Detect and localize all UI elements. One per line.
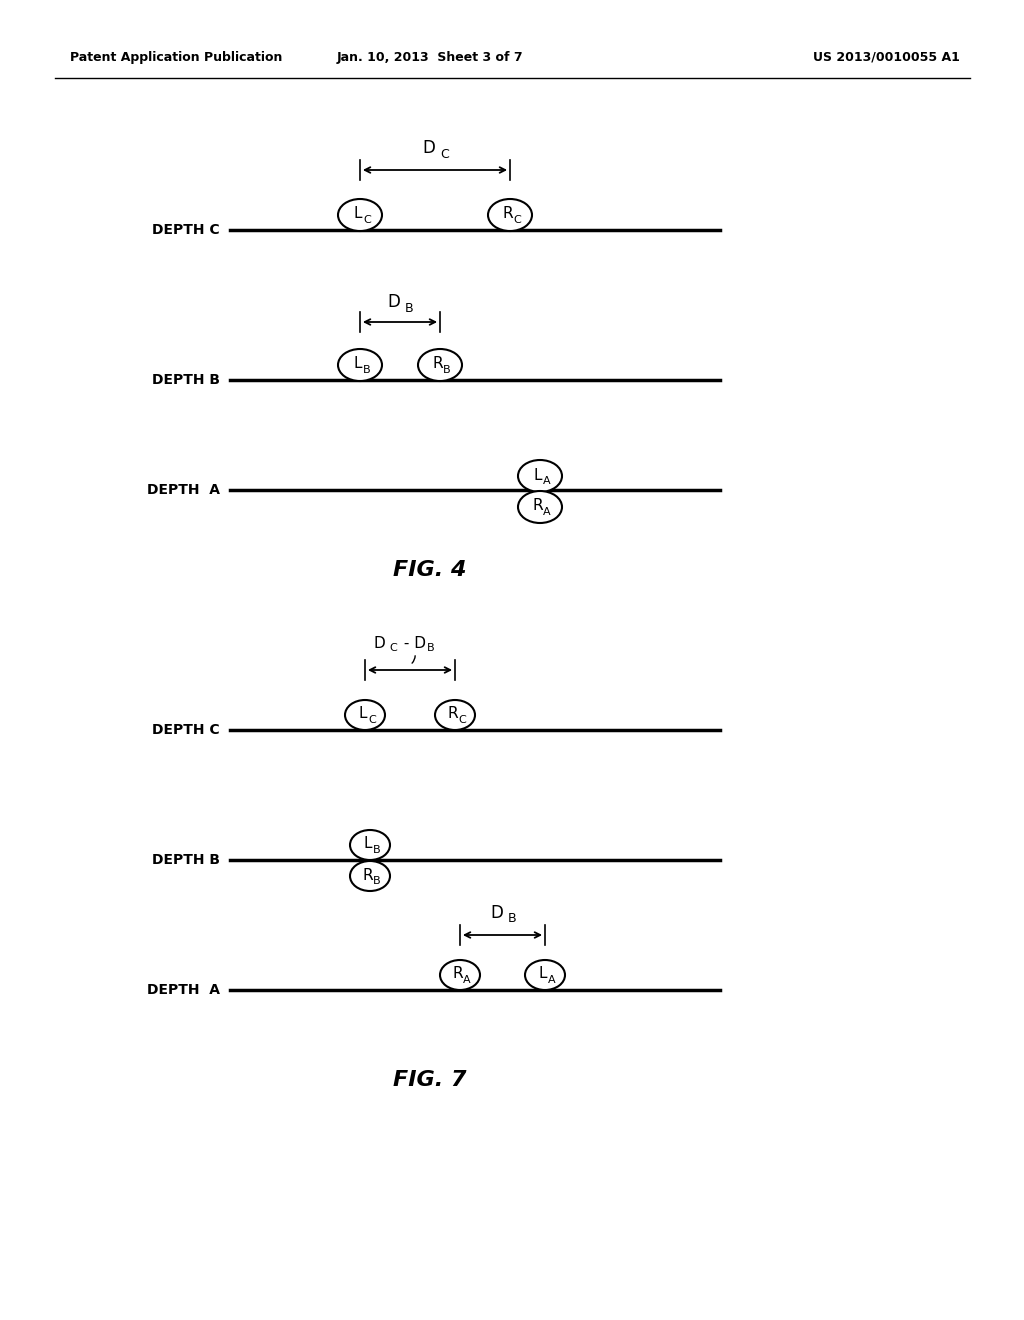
Text: B: B [364,366,371,375]
Text: R: R [433,356,443,371]
Ellipse shape [518,491,562,523]
Text: R: R [453,966,463,982]
Text: C: C [368,715,376,725]
Text: DEPTH B: DEPTH B [152,374,220,387]
Text: US 2013/0010055 A1: US 2013/0010055 A1 [813,50,961,63]
Ellipse shape [525,960,565,990]
Text: D: D [490,904,503,921]
Text: - D: - D [399,635,426,651]
Text: A: A [543,477,551,486]
Text: A: A [548,975,556,985]
Ellipse shape [488,199,532,231]
Ellipse shape [338,199,382,231]
Text: L: L [353,206,362,222]
Text: A: A [463,975,471,985]
Text: R: R [362,867,374,883]
Text: L: L [534,467,543,483]
Text: C: C [440,148,449,161]
Text: DEPTH  A: DEPTH A [147,983,220,997]
Text: FIG. 7: FIG. 7 [393,1071,467,1090]
Text: C: C [513,215,521,224]
Text: B: B [443,366,451,375]
Text: DEPTH C: DEPTH C [153,723,220,737]
Ellipse shape [435,700,475,730]
Text: B: B [373,876,381,886]
Text: L: L [539,966,547,982]
Text: C: C [458,715,466,725]
Text: R: R [447,706,459,722]
Text: Jan. 10, 2013  Sheet 3 of 7: Jan. 10, 2013 Sheet 3 of 7 [337,50,523,63]
Text: DEPTH C: DEPTH C [153,223,220,238]
Text: L: L [358,706,368,722]
Text: C: C [389,643,396,653]
Ellipse shape [350,830,390,861]
Text: FIG. 4: FIG. 4 [393,560,467,579]
Ellipse shape [440,960,480,990]
Text: L: L [364,837,373,851]
Ellipse shape [418,348,462,381]
Text: DEPTH  A: DEPTH A [147,483,220,498]
Text: DEPTH B: DEPTH B [152,853,220,867]
Text: R: R [532,499,544,513]
Ellipse shape [350,861,390,891]
Text: C: C [364,215,371,224]
Text: D: D [422,139,435,157]
Text: Patent Application Publication: Patent Application Publication [70,50,283,63]
Text: D: D [374,635,385,651]
Ellipse shape [338,348,382,381]
Text: R: R [503,206,513,222]
Text: B: B [427,643,434,653]
Text: L: L [353,356,362,371]
Ellipse shape [518,459,562,492]
Ellipse shape [345,700,385,730]
Text: A: A [543,507,551,517]
Text: D: D [387,293,400,312]
Text: B: B [373,845,381,855]
Text: B: B [406,301,414,314]
Text: B: B [508,912,517,925]
